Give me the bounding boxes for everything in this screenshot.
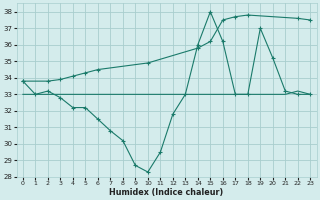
X-axis label: Humidex (Indice chaleur): Humidex (Indice chaleur) bbox=[109, 188, 224, 197]
